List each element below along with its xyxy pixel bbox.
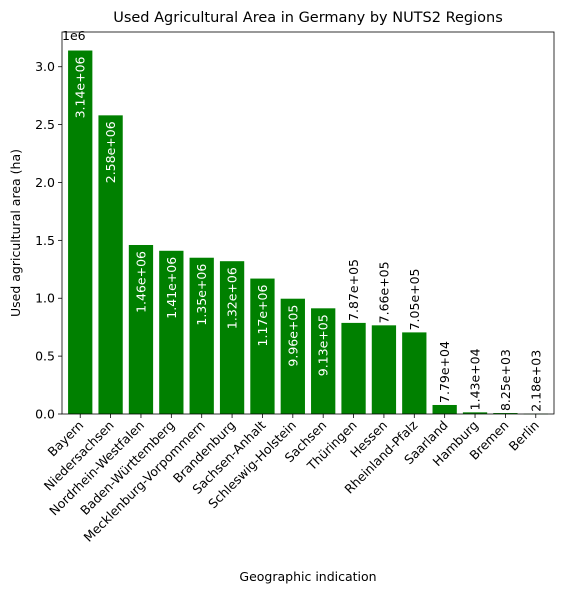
axes-frame (61, 31, 555, 415)
y-axis-ticks: 0.0 0.5 1.0 1.5 2.0 2.5 3.0 (35, 59, 62, 422)
value-label-0: 3.14e+06 (73, 56, 88, 118)
bar-12 (432, 404, 457, 414)
y-tick-label-2: 1.0 (35, 291, 55, 306)
value-label-10: 7.66e+05 (376, 261, 391, 323)
bar-8 (311, 308, 336, 414)
x-axis-ticks: BayernNiedersachsenNordrhein-WestfalenBa… (41, 414, 542, 545)
y-tick-label-6: 3.0 (35, 59, 55, 74)
bar-5 (219, 261, 245, 414)
y-axis-offset-label: 1e6 (62, 28, 86, 43)
x-tick-label-15: Berlin (506, 418, 542, 454)
bar-2 (128, 244, 154, 414)
value-labels-group: 3.14e+06 2.58e+06 1.46e+06 1.41e+06 1.35e+06… (73, 56, 544, 411)
value-label-3: 1.41e+06 (164, 257, 179, 319)
value-label-14: 8.25e+03 (498, 349, 513, 411)
y-tick-label-4: 2.0 (35, 175, 55, 190)
x-axis-label: Geographic indication (239, 569, 376, 584)
value-label-12: 7.79e+04 (437, 341, 452, 403)
value-label-15: 2.18e+03 (528, 350, 543, 412)
bar-10 (371, 325, 397, 414)
bar-4 (189, 257, 214, 414)
bar-1 (98, 115, 123, 414)
bar-0 (68, 50, 93, 415)
value-label-8: 9.13e+05 (316, 314, 331, 376)
value-label-9: 7.87e+05 (346, 259, 361, 321)
y-tick-label-3: 1.5 (35, 233, 55, 248)
value-label-6: 1.17e+06 (255, 285, 270, 347)
value-label-5: 1.32e+06 (225, 267, 240, 329)
bar-13 (462, 412, 488, 414)
value-label-7: 9.96e+05 (285, 305, 300, 367)
bars-group (68, 50, 548, 415)
y-axis-label: Used agricultural area (ha) (8, 149, 23, 317)
bar-6 (250, 278, 275, 414)
bar-7 (280, 298, 305, 414)
plot-area-border (61, 31, 555, 415)
value-label-1: 2.58e+06 (103, 121, 118, 183)
bar-14 (493, 413, 518, 414)
y-tick-label-0: 0.0 (35, 407, 55, 422)
bar-3 (159, 250, 184, 414)
value-label-13: 1.43e+04 (468, 348, 483, 410)
value-label-11: 7.05e+05 (407, 268, 422, 330)
y-tick-label-1: 0.5 (35, 349, 55, 364)
chart-title: Used Agricultural Area in Germany by NUT… (113, 10, 503, 26)
bar-11 (402, 332, 427, 414)
bar-9 (341, 322, 366, 414)
value-label-2: 1.46e+06 (133, 251, 148, 313)
y-tick-label-5: 2.5 (35, 117, 55, 132)
value-label-4: 1.35e+06 (194, 264, 209, 326)
